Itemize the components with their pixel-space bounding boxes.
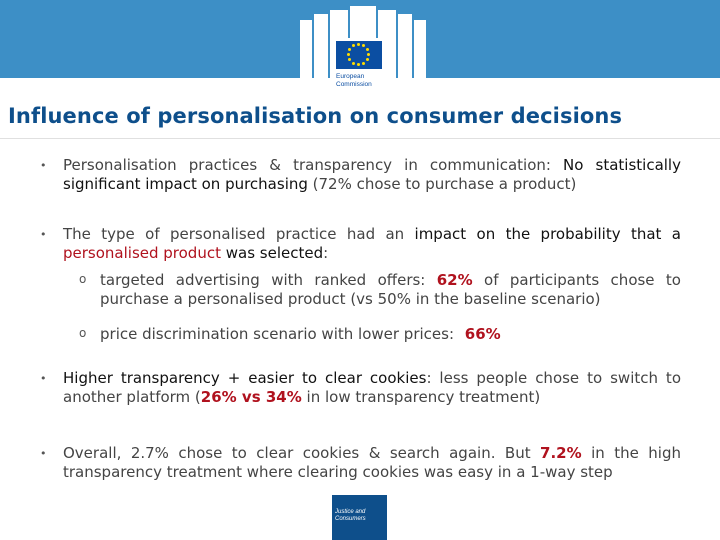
sub-bullet-2-text-a: price discrimination scenario with lower…	[100, 325, 459, 343]
title-separator	[0, 138, 720, 139]
bullet-3: Higher transparency + easier to clear co…	[63, 369, 681, 407]
sub-marker-2: o	[79, 326, 87, 340]
building-silhouette	[300, 20, 312, 78]
bullet-2-red: personalised product	[63, 244, 221, 262]
bullet-2-text-a: The type of personalised practice had an	[63, 225, 415, 243]
dg-justice-logo-text: Justice and Consumers	[335, 509, 366, 523]
bullet-marker-4: •	[40, 447, 47, 460]
eu-flag-icon	[336, 41, 382, 69]
bullet-1-text-a: Personalisation practices & transparency…	[63, 156, 564, 174]
sub-bullet-1: targeted advertising with ranked offers:…	[100, 271, 681, 309]
bullet-marker-3: •	[40, 372, 47, 385]
bullet-2-emphasis-2: was selected	[220, 244, 324, 262]
bullet-2: The type of personalised practice had an…	[63, 225, 681, 263]
dg-justice-logo: Justice and Consumers	[332, 495, 387, 540]
ec-logo-text: European Commission	[336, 73, 372, 88]
sub-bullet-2-percent: 66%	[464, 325, 501, 343]
bullet-4-text-a: Overall, 2.7% chose to clear cookies & s…	[63, 444, 541, 462]
bullet-3-percent: 26% vs 34%	[200, 388, 302, 406]
bullet-4-text-c: in the high transparency treatment where…	[63, 444, 681, 481]
bullet-1-emphasis: No statistically significant impact on p…	[63, 156, 681, 193]
bullet-4-percent: 7.2%	[540, 444, 582, 462]
bullet-marker-2: •	[40, 228, 47, 241]
ec-logo-line1: European	[336, 73, 365, 80]
sub-bullet-1-text-a: targeted advertising with ranked offers:	[100, 271, 437, 289]
sub-bullet-1-text-c: of participants chose to purchase a pers…	[100, 271, 681, 308]
footer-line2: Consumers	[335, 516, 366, 522]
sub-bullet-1-percent: 62%	[436, 271, 473, 289]
sub-bullet-2: price discrimination scenario with lower…	[100, 325, 681, 344]
bullet-2-emphasis: impact on the probability that a	[414, 225, 681, 243]
bullet-2-colon: :	[323, 244, 329, 262]
bullet-1-text-c: (72% chose to purchase a product)	[307, 175, 577, 193]
page-title: Influence of personalisation on consumer…	[8, 104, 623, 128]
sub-marker-1: o	[79, 272, 87, 286]
footer-line1: Justice and	[335, 509, 366, 515]
ec-logo: European Commission	[332, 38, 386, 94]
bullet-4: Overall, 2.7% chose to clear cookies & s…	[63, 444, 681, 482]
bullet-3-text-b: : less people chose to switch to another…	[63, 369, 681, 406]
bullet-3-emphasis: Higher transparency + easier to clear co…	[63, 369, 427, 387]
bullet-1: Personalisation practices & transparency…	[63, 156, 681, 194]
bullet-3-text-d: in low transparency treatment)	[301, 388, 541, 406]
ec-logo-line2: Commission	[336, 80, 372, 88]
bullet-marker-1: •	[40, 159, 47, 172]
